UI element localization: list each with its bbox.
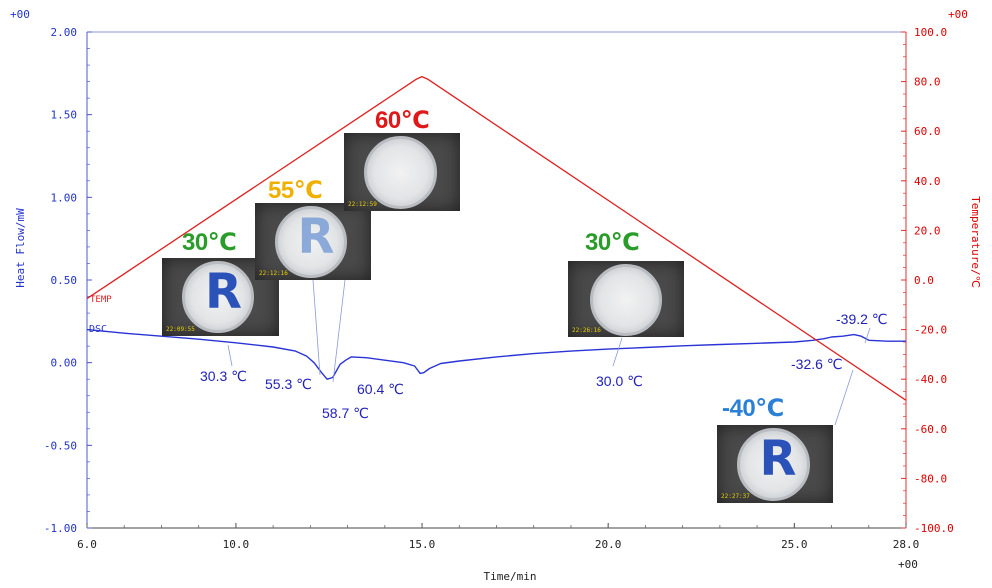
y-right-tick-label: 100.0	[914, 26, 947, 39]
y-left-tick-label: 1.00	[51, 191, 78, 204]
sample-letter: R	[205, 264, 242, 320]
y-left-tick-label: -1.00	[44, 522, 77, 535]
x-axis-exponent: +00	[898, 558, 918, 571]
sample-photo-minus40c: R 22:27:37	[717, 425, 833, 503]
sample-photo-60c: 22:12:59	[344, 133, 460, 211]
annotation-label: 60.4 ℃	[357, 381, 404, 397]
sample-disc	[364, 136, 437, 209]
x-tick-label: 20.0	[595, 538, 622, 551]
x-axis-title: Time/min	[484, 570, 537, 583]
annotation-label: 30.3 ℃	[200, 368, 247, 384]
annotation-label: 30.0 ℃	[596, 373, 643, 389]
x-tick-label: 28.0	[893, 538, 920, 551]
left-axis-exponent: +00	[10, 8, 30, 21]
leader-line	[612, 337, 623, 367]
image-label-55c: 55℃	[268, 177, 323, 204]
leader-line	[864, 327, 871, 344]
annotation-label: -32.6 ℃	[791, 356, 843, 372]
y-left-tick-label: 1.50	[51, 109, 78, 122]
sample-photo-30c-second: 22:26:16	[568, 261, 684, 337]
leader-line	[834, 369, 854, 426]
temp-series-line	[86, 75, 907, 401]
y-left-tick-label: 2.00	[51, 26, 78, 39]
x-tick-label: 15.0	[409, 538, 436, 551]
annotation-label: -39.2 ℃	[836, 311, 888, 327]
y-right-tick-label: -40.0	[914, 373, 947, 386]
photo-timestamp: 22:12:16	[259, 270, 288, 277]
y-right-tick-label: -80.0	[914, 472, 947, 485]
annotation-label: 58.7 ℃	[322, 405, 369, 421]
dsc-series-line	[86, 328, 906, 380]
y-right-tick-label: 80.0	[914, 76, 941, 89]
sample-disc	[182, 261, 254, 333]
sample-letter: R	[297, 209, 335, 265]
photo-timestamp: 22:27:37	[721, 493, 750, 500]
sample-letter: R	[759, 431, 797, 487]
photo-timestamp: 22:26:16	[572, 327, 601, 334]
image-label-60c: 60℃	[375, 107, 430, 134]
y-right-tick-label: 20.0	[914, 224, 941, 237]
temp-series-tag: TEMP	[90, 295, 112, 305]
y-right-tick-label: -60.0	[914, 423, 947, 436]
right-axis-exponent: +00	[948, 8, 968, 21]
sample-disc	[737, 428, 810, 501]
photo-timestamp: 22:09:55	[166, 326, 195, 333]
y-left-tick-label: 0.50	[51, 274, 78, 287]
y-right-tick-label: 40.0	[914, 175, 941, 188]
y-left-tick-label: -0.50	[44, 439, 77, 452]
ticks-layer: 6.0 10.0 15.0 20.0 25.0 28.0 2.00 1.50 1.00 0.50 0…	[44, 26, 954, 551]
photo-timestamp: 22:12:59	[348, 201, 377, 208]
leader-line	[312, 279, 321, 376]
leader-line	[227, 344, 233, 367]
y-right-tick-label: 0.0	[914, 274, 934, 287]
sample-disc	[590, 264, 662, 336]
series-layer	[86, 75, 907, 401]
x-tick-label: 25.0	[781, 538, 808, 551]
y-right-tick-label: -100.0	[914, 522, 954, 535]
leader-line	[332, 279, 346, 383]
y-right-tick-label: 60.0	[914, 125, 941, 138]
y-right-tick-label: -20.0	[914, 324, 947, 337]
y-left-axis-title: Heat Flow/mW	[14, 208, 27, 288]
dsc-series-tag: DSC	[89, 324, 107, 335]
leader-lines	[227, 279, 871, 426]
y-left-tick-label: 0.00	[51, 357, 78, 370]
y-right-axis-title: Temperature/℃	[969, 196, 982, 288]
image-label-30c-second: 30℃	[585, 229, 640, 256]
image-label-minus40c: -40℃	[722, 395, 784, 422]
annotation-label: 55.3 ℃	[265, 376, 312, 392]
sample-disc	[275, 206, 347, 278]
sample-photo-55c: R 22:12:16	[255, 203, 371, 280]
x-tick-label: 10.0	[223, 538, 250, 551]
annotation-layer: 30.3 ℃ 55.3 ℃ 58.7 ℃ 60.4 ℃ 30.0 ℃ -32.6…	[200, 311, 888, 421]
x-tick-label: 6.0	[77, 538, 97, 551]
image-label-30c: 30℃	[182, 229, 237, 256]
